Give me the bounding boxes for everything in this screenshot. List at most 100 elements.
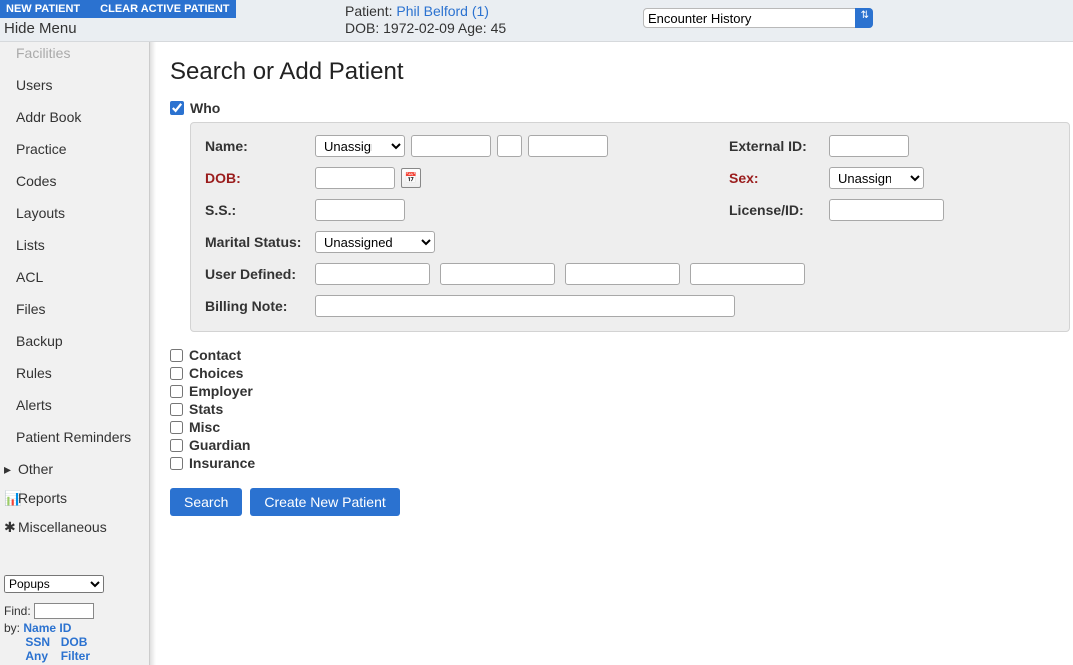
section-guardian[interactable]: Guardian: [170, 436, 1053, 454]
clear-active-patient-button[interactable]: CLEAR ACTIVE PATIENT: [100, 3, 229, 15]
userdef-label: User Defined:: [205, 266, 305, 282]
sidebar-item-users[interactable]: Users: [0, 69, 149, 101]
hide-menu-toggle[interactable]: Hide Menu: [4, 20, 77, 37]
sidebar: Facilities Users Addr Book Practice Code…: [0, 42, 150, 665]
employer-checkbox[interactable]: [170, 385, 183, 398]
sidebar-item-lists[interactable]: Lists: [0, 229, 149, 261]
who-checkbox[interactable]: [170, 101, 184, 115]
encounter-history-select[interactable]: Encounter History: [643, 8, 873, 28]
by-any[interactable]: Any: [25, 649, 57, 663]
license-label: License/ID:: [729, 202, 819, 218]
dob-value: 1972-02-09: [383, 20, 455, 36]
section-who[interactable]: Who: [170, 100, 1053, 116]
misc-label: Misc: [189, 418, 220, 436]
patient-info: Patient: Phil Belford (1) DOB: 1972-02-0…: [345, 3, 506, 36]
name-prefix-select[interactable]: Unassigned: [315, 135, 405, 157]
employer-label: Employer: [189, 382, 253, 400]
dob-label2: DOB:: [205, 170, 305, 186]
calendar-icon[interactable]: 📅: [401, 168, 421, 188]
section-list: Contact Choices Employer Stats Misc Guar…: [170, 346, 1053, 472]
sidebar-bottom: Popups Find: by: Name ID SSN DOB Any Fil…: [4, 575, 144, 663]
sidebar-item-acl[interactable]: ACL: [0, 261, 149, 293]
new-patient-button[interactable]: NEW PATIENT: [6, 3, 80, 15]
dob-input[interactable]: [315, 167, 395, 189]
userdef-input-4[interactable]: [690, 263, 805, 285]
sidebar-item-facilities[interactable]: Facilities: [0, 37, 149, 69]
sidebar-item-layouts[interactable]: Layouts: [0, 197, 149, 229]
search-button[interactable]: Search: [170, 488, 242, 516]
section-choices[interactable]: Choices: [170, 364, 1053, 382]
who-label: Who: [190, 100, 220, 116]
patient-label: Patient:: [345, 3, 392, 19]
page-title: Search or Add Patient: [170, 58, 1053, 86]
caret-right-icon: ▸: [4, 461, 16, 478]
sidebar-misc[interactable]: ✱Miscellaneous: [0, 511, 149, 540]
billing-label: Billing Note:: [205, 298, 305, 314]
dob-label: DOB:: [345, 20, 379, 36]
by-id[interactable]: ID: [59, 621, 91, 635]
find-label: Find:: [4, 604, 31, 618]
by-label: by:: [4, 621, 20, 635]
marital-label: Marital Status:: [205, 234, 305, 250]
topbar-buttons: NEW PATIENT CLEAR ACTIVE PATIENT: [0, 0, 236, 18]
sidebar-item-backup[interactable]: Backup: [0, 325, 149, 357]
popups-select[interactable]: Popups: [4, 575, 104, 593]
stats-label: Stats: [189, 400, 223, 418]
create-new-patient-button[interactable]: Create New Patient: [250, 488, 399, 516]
userdef-input-3[interactable]: [565, 263, 680, 285]
by-filter[interactable]: Filter: [61, 649, 93, 663]
patient-name-link[interactable]: Phil Belford (1): [396, 3, 489, 19]
section-employer[interactable]: Employer: [170, 382, 1053, 400]
sidebar-item-practice[interactable]: Practice: [0, 133, 149, 165]
who-panel: Name: Unassigned External ID: DOB: 📅 Sex…: [190, 122, 1070, 332]
encounter-history-wrap: Encounter History: [643, 8, 873, 28]
sex-label: Sex:: [729, 170, 819, 186]
guardian-label: Guardian: [189, 436, 250, 454]
userdef-input-2[interactable]: [440, 263, 555, 285]
choices-label: Choices: [189, 364, 243, 382]
sidebar-item-files[interactable]: Files: [0, 293, 149, 325]
userdef-input-1[interactable]: [315, 263, 430, 285]
sex-select[interactable]: Unassigned: [829, 167, 924, 189]
name-label: Name:: [205, 138, 305, 154]
name-middle-input[interactable]: [497, 135, 522, 157]
section-misc[interactable]: Misc: [170, 418, 1053, 436]
section-contact[interactable]: Contact: [170, 346, 1053, 364]
insurance-label: Insurance: [189, 454, 255, 472]
sidebar-other[interactable]: ▸Other: [0, 453, 149, 482]
name-first-input[interactable]: [411, 135, 491, 157]
name-last-input[interactable]: [528, 135, 608, 157]
external-id-input[interactable]: [829, 135, 909, 157]
misc-checkbox[interactable]: [170, 421, 183, 434]
ss-label: S.S.:: [205, 202, 305, 218]
sidebar-item-rules[interactable]: Rules: [0, 357, 149, 389]
by-ssn[interactable]: SSN: [25, 635, 57, 649]
find-input[interactable]: [34, 603, 94, 619]
by-name[interactable]: Name: [23, 621, 56, 635]
section-insurance[interactable]: Insurance: [170, 454, 1053, 472]
billing-note-input[interactable]: [315, 295, 735, 317]
gear-icon: ✱: [4, 519, 16, 536]
sidebar-item-addrbook[interactable]: Addr Book: [0, 101, 149, 133]
sidebar-reports[interactable]: 📊Reports: [0, 482, 149, 511]
chart-icon: 📊: [4, 490, 16, 507]
choices-checkbox[interactable]: [170, 367, 183, 380]
topbar: NEW PATIENT CLEAR ACTIVE PATIENT Hide Me…: [0, 0, 1073, 42]
section-stats[interactable]: Stats: [170, 400, 1053, 418]
age-value: 45: [491, 20, 507, 36]
by-dob[interactable]: DOB: [61, 635, 93, 649]
ss-input[interactable]: [315, 199, 405, 221]
content: Search or Add Patient Who Name: Unassign…: [150, 42, 1073, 665]
insurance-checkbox[interactable]: [170, 457, 183, 470]
age-label: Age:: [458, 20, 487, 36]
sidebar-item-alerts[interactable]: Alerts: [0, 389, 149, 421]
marital-select[interactable]: Unassigned: [315, 231, 435, 253]
stats-checkbox[interactable]: [170, 403, 183, 416]
license-input[interactable]: [829, 199, 944, 221]
guardian-checkbox[interactable]: [170, 439, 183, 452]
contact-label: Contact: [189, 346, 241, 364]
sidebar-item-reminders[interactable]: Patient Reminders: [0, 421, 149, 453]
contact-checkbox[interactable]: [170, 349, 183, 362]
sidebar-item-codes[interactable]: Codes: [0, 165, 149, 197]
action-buttons: Search Create New Patient: [170, 488, 1053, 516]
